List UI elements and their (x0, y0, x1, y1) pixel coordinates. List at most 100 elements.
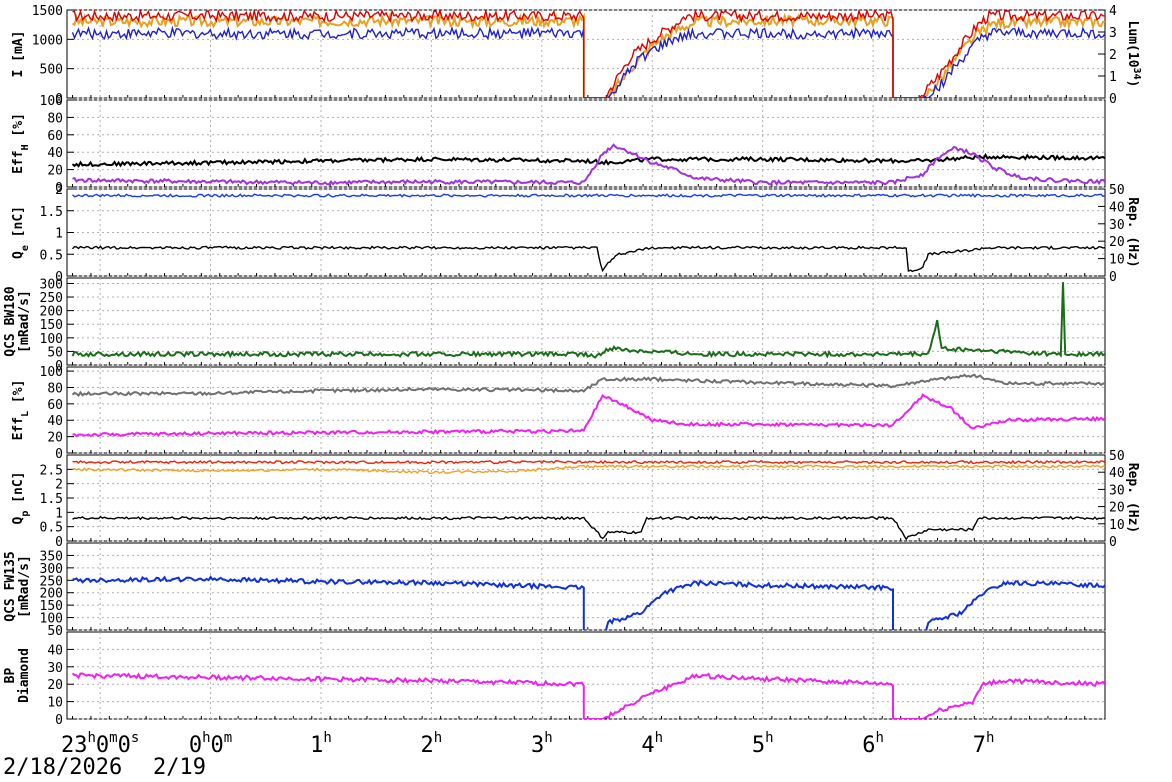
y-axis-label: I [mA] (11, 31, 26, 78)
x-tick-label: 5h (752, 730, 774, 758)
y-right-tick-label: 2 (1109, 48, 1117, 63)
y-tick-label: 2 (55, 478, 63, 493)
y-tick-label: 1.5 (40, 205, 63, 220)
y-tick-label: 20 (47, 678, 63, 693)
panel-frame (66, 631, 1106, 720)
y-tick-label: 200 (40, 587, 63, 602)
series-line-0 (72, 464, 1105, 475)
series-line-0 (71, 373, 1105, 398)
y-tick-label: 0 (55, 359, 63, 374)
date-label-start: 2/18/2026 (3, 755, 123, 780)
y-tick-label: 100 (40, 365, 63, 380)
y-tick-label: 40 (47, 414, 63, 429)
y-tick-label: 150 (40, 599, 63, 614)
x-tick-label: 6h (862, 730, 884, 758)
y-tick-label: 80 (47, 111, 63, 126)
y-axis-label-unit: [mRad/s] (17, 555, 32, 618)
y-right-tick-label: 30 (1109, 218, 1125, 233)
series-line-1 (72, 459, 1105, 465)
y-tick-label: 350 (40, 549, 63, 564)
y-tick-label: 2.5 (40, 463, 63, 478)
y-right-tick-label: 4 (1109, 4, 1117, 19)
y-tick-label: 1.5 (40, 492, 63, 507)
series-line-1 (71, 25, 1105, 98)
y-tick-label: 50 (47, 345, 63, 360)
y-tick-label: 100 (40, 332, 63, 347)
series-line-1 (71, 245, 1105, 273)
y-tick-label: 30 (47, 661, 63, 676)
y-tick-label: 20 (47, 164, 63, 179)
y-tick-label: 80 (47, 381, 63, 396)
series-line-2 (72, 515, 1105, 541)
y-right-tick-label: 40 (1109, 200, 1125, 215)
y-axis-label: EffH [%] (11, 113, 31, 174)
series-line-0 (71, 282, 1105, 359)
series-line-1 (72, 393, 1105, 438)
y-tick-label: 0 (55, 447, 63, 462)
y-tick-label: 500 (40, 63, 63, 78)
series-line-0 (71, 672, 1105, 719)
y-right-tick-label: 30 (1109, 483, 1125, 498)
y-tick-label: 1500 (32, 4, 63, 19)
y-axis-label: QCS BW180 (3, 286, 18, 357)
y-axis-label: QCS FW135 (3, 551, 18, 621)
y-right-tick-label: 3 (1109, 26, 1117, 41)
y-right-tick-label: 50 (1109, 183, 1125, 198)
y-tick-label: 250 (40, 574, 63, 589)
y-tick-label: 300 (40, 277, 63, 292)
panel-bp_diamond: 0 10 20 30 40 BP Diamond (3, 631, 1106, 728)
x-tick-label: 2h (421, 730, 443, 758)
y-tick-label: 0 (55, 713, 63, 728)
y-right-axis-label: Rep. (Hz) (1125, 463, 1140, 533)
panel-current: 0 500 1000 1500 0 1 2 3 4 Lum(1034) I [mA] (11, 4, 1143, 107)
panel-frame (66, 9, 1106, 99)
y-tick-label: 40 (47, 643, 63, 658)
y-tick-label: 60 (47, 398, 63, 413)
y-tick-label: 0 (55, 270, 63, 285)
y-tick-label: 1000 (32, 33, 63, 48)
y-right-tick-label: 20 (1109, 235, 1125, 250)
series-line-0 (71, 152, 1105, 168)
y-right-axis-label: Lum(1034) (1125, 21, 1143, 88)
date-label-next: 2/19 (153, 755, 206, 780)
y-tick-label: 20 (47, 431, 63, 446)
y-tick-label: 100 (40, 612, 63, 627)
y-right-tick-label: 50 (1109, 449, 1125, 464)
y-tick-label: 0 (55, 92, 63, 107)
y-tick-label: 300 (40, 562, 63, 577)
x-tick-label: 4h (641, 730, 663, 758)
y-axis-label: Qe [nC] (11, 206, 31, 259)
x-tick-label: 23h0m0s (61, 730, 139, 758)
panel-frame (66, 366, 1106, 454)
y-tick-label: 0.5 (40, 248, 63, 263)
panel-frame (66, 277, 1106, 366)
y-tick-label: 10 (47, 696, 63, 711)
y-axis-label: BP (3, 668, 18, 684)
y-axis-label-unit: [mRad/s] (17, 290, 32, 353)
y-tick-label: 250 (40, 291, 63, 306)
y-tick-label: 100 (40, 94, 63, 109)
y-tick-label: 50 (47, 624, 63, 639)
y-right-tick-label: 0 (1109, 92, 1117, 107)
x-tick-label: 0h0m (189, 730, 232, 758)
y-tick-label: 0 (55, 535, 63, 550)
series-line-0 (71, 11, 1105, 98)
y-right-tick-label: 10 (1109, 253, 1125, 268)
series-line-1 (72, 143, 1105, 187)
y-tick-label: 0 (55, 181, 63, 196)
y-axis-label-unit: Diamond (17, 648, 32, 703)
panel-frame (66, 99, 1106, 188)
y-tick-label: 0.5 (40, 521, 63, 536)
y-right-tick-label: 1 (1109, 70, 1117, 85)
y-tick-label: 60 (47, 129, 63, 144)
y-right-axis-label: Rep. (Hz) (1125, 197, 1140, 267)
y-tick-label: 150 (40, 318, 63, 333)
y-axis-label: Qp [nC] (11, 472, 31, 525)
y-tick-label: 200 (40, 305, 63, 320)
series-line-0 (72, 575, 1105, 630)
